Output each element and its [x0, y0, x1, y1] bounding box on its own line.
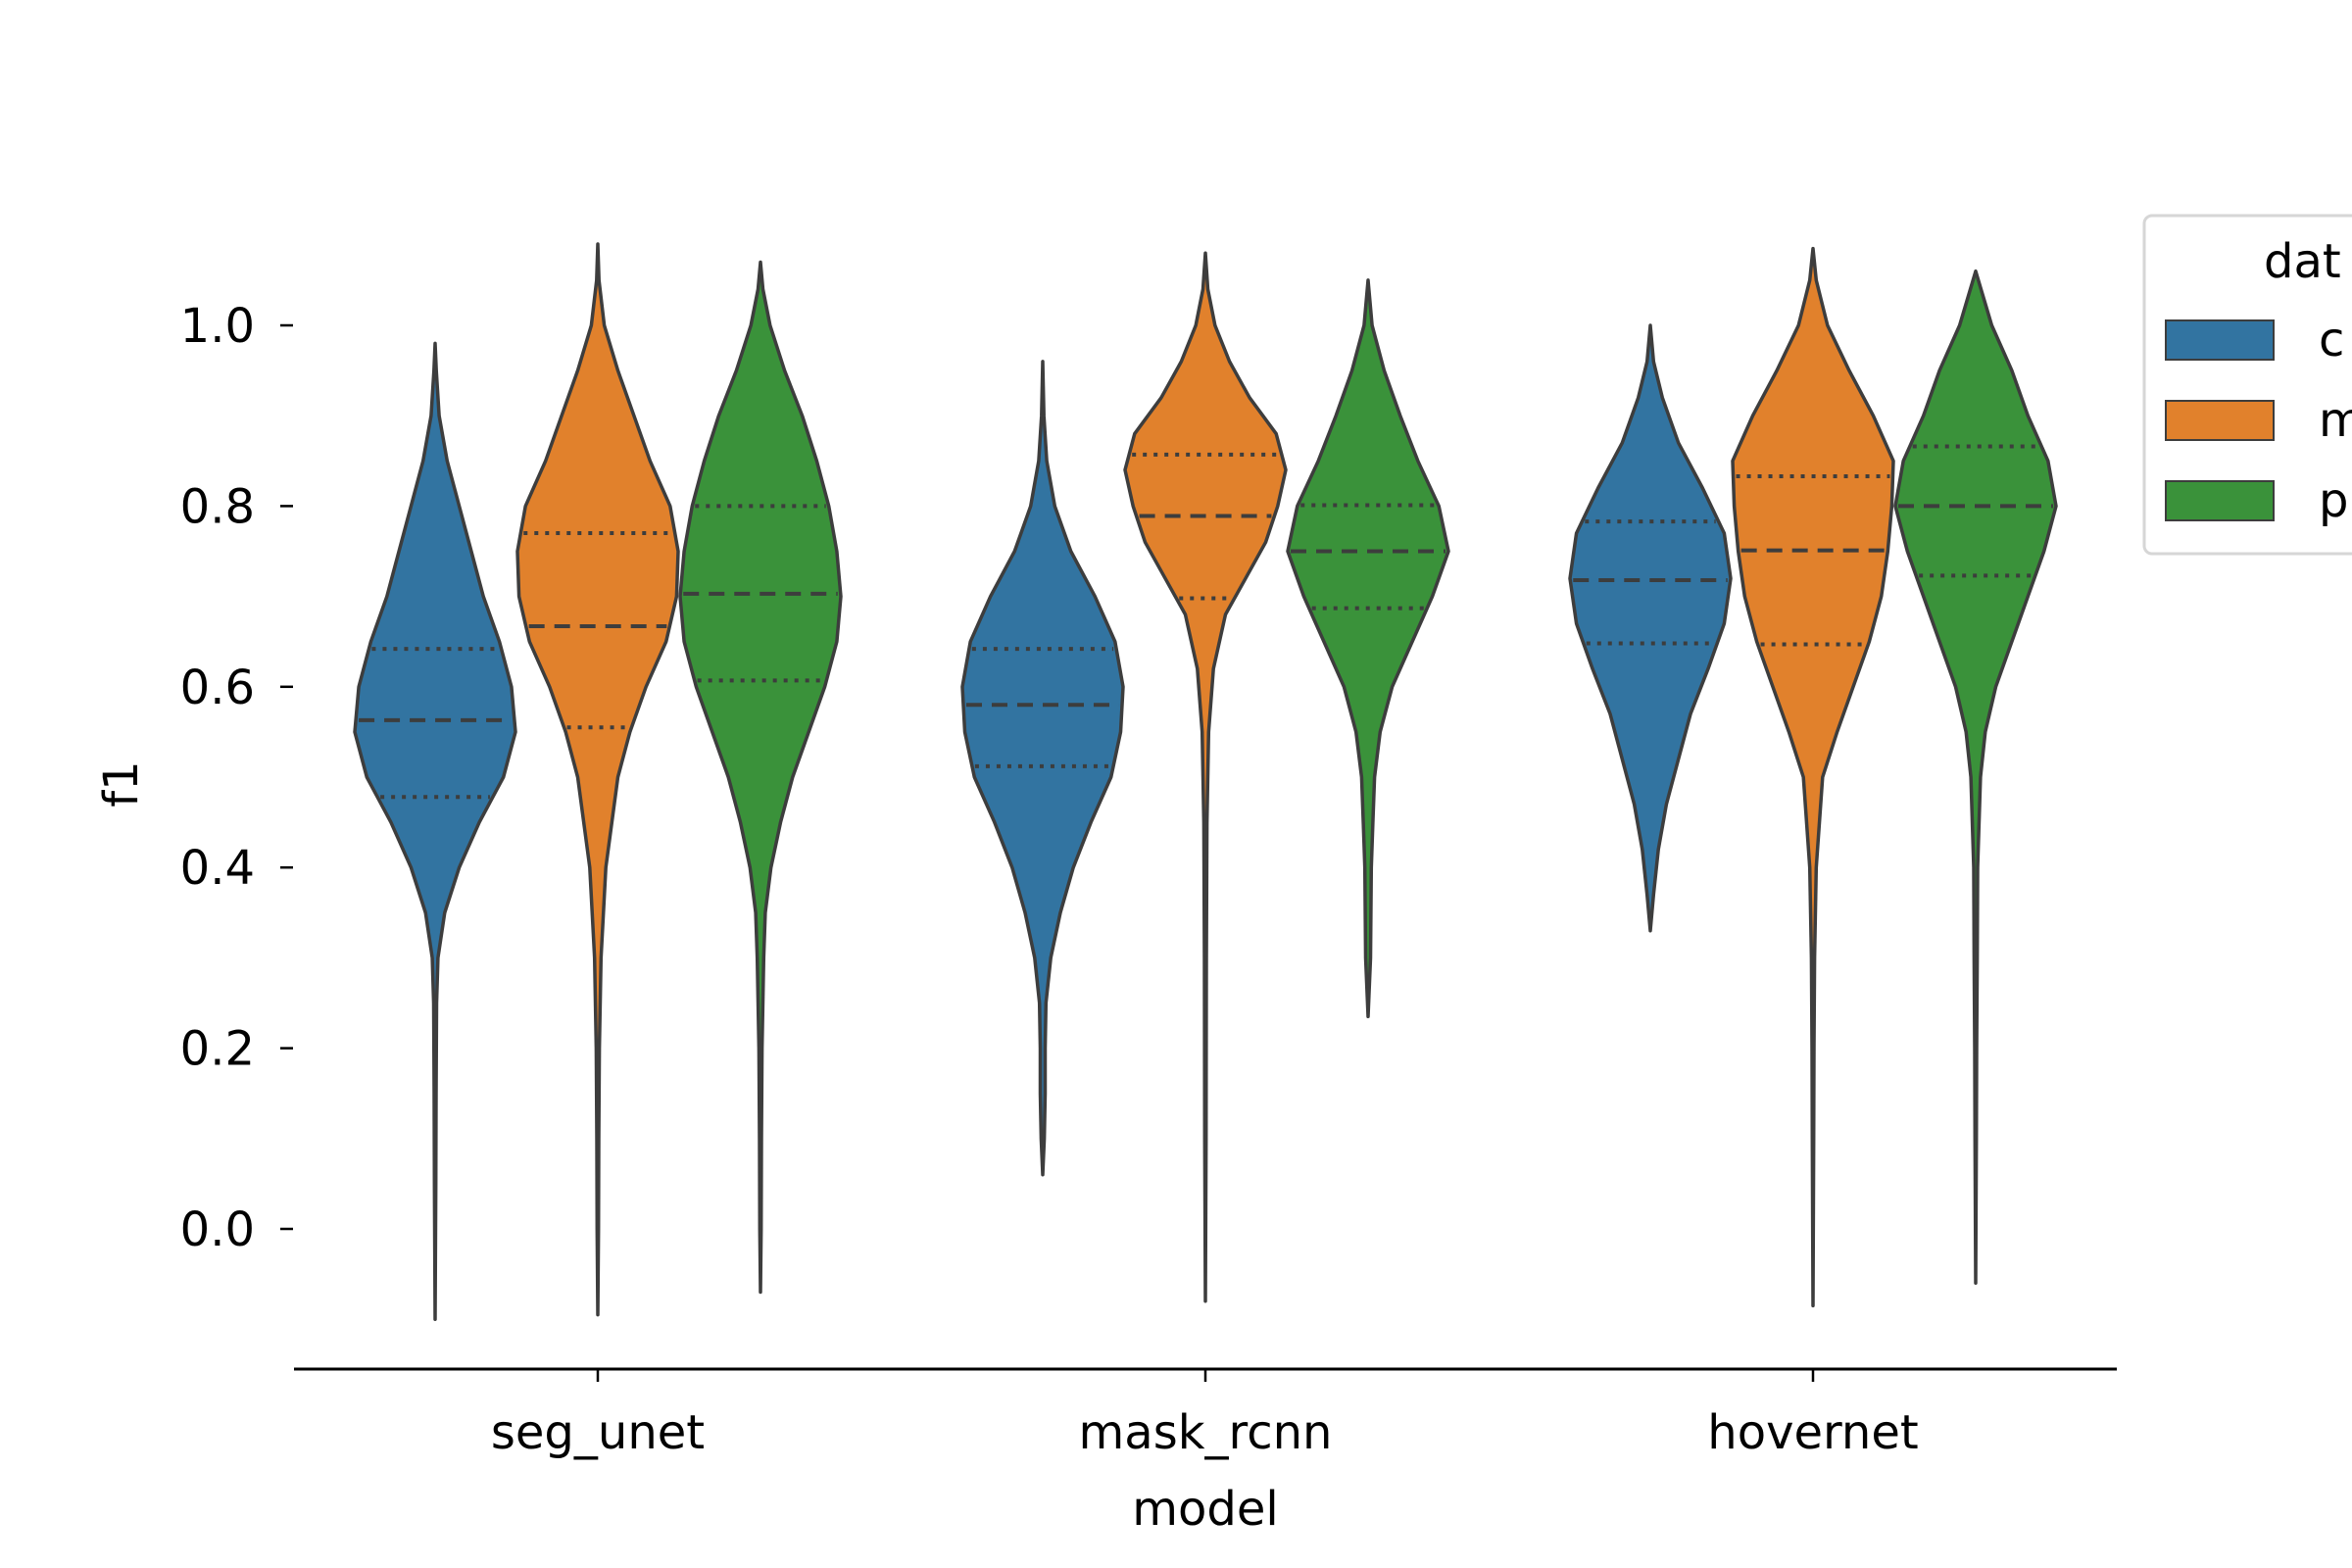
violin-group: [353, 242, 2058, 1321]
y-tick-label: 0.2: [180, 1022, 255, 1077]
legend-label-c: c: [2319, 313, 2344, 368]
violin-m-hovernet: [1731, 246, 1895, 1308]
y-axis-title: f1: [94, 760, 149, 807]
violin-p-mask_rcnn: [1286, 278, 1450, 1019]
y-tick-label: 0.0: [180, 1202, 255, 1257]
x-tick-label-seg_unet: seg_unet: [491, 1405, 705, 1460]
violin-m-seg_unet: [515, 242, 680, 1317]
x-axis-title: model: [1132, 1482, 1278, 1537]
y-tick-label: 0.8: [180, 479, 255, 534]
legend-swatch-m: [2165, 400, 2275, 441]
x-tick-label-hovernet: hovernet: [1707, 1405, 1918, 1460]
violin-c-hovernet: [1568, 323, 1733, 933]
legend-title: dat: [2264, 234, 2341, 289]
x-tick-label-mask_rcnn: mask_rcnn: [1079, 1405, 1333, 1460]
y-tick-label: 0.6: [180, 661, 255, 715]
y-tick-label: 0.4: [180, 841, 255, 896]
legend-frame: [2142, 214, 2352, 556]
x-axis: seg_unet mask_rcnn hovernet: [294, 1367, 2117, 1460]
violin-p-hovernet: [1893, 269, 2058, 1286]
violin-c-seg_unet: [353, 341, 517, 1321]
legend-swatch-c: [2165, 319, 2275, 361]
violin-p-seg_unet: [678, 260, 843, 1295]
legend-label-p: p: [2319, 473, 2348, 528]
y-tick-label: 1.0: [180, 299, 255, 354]
legend-swatch-p: [2165, 480, 2275, 521]
y-axis: 0.0 0.2 0.4 0.6 0.8 1.0: [180, 299, 293, 1257]
legend-label-m: m: [2319, 393, 2352, 448]
legend: dat cmp: [2142, 214, 2352, 556]
